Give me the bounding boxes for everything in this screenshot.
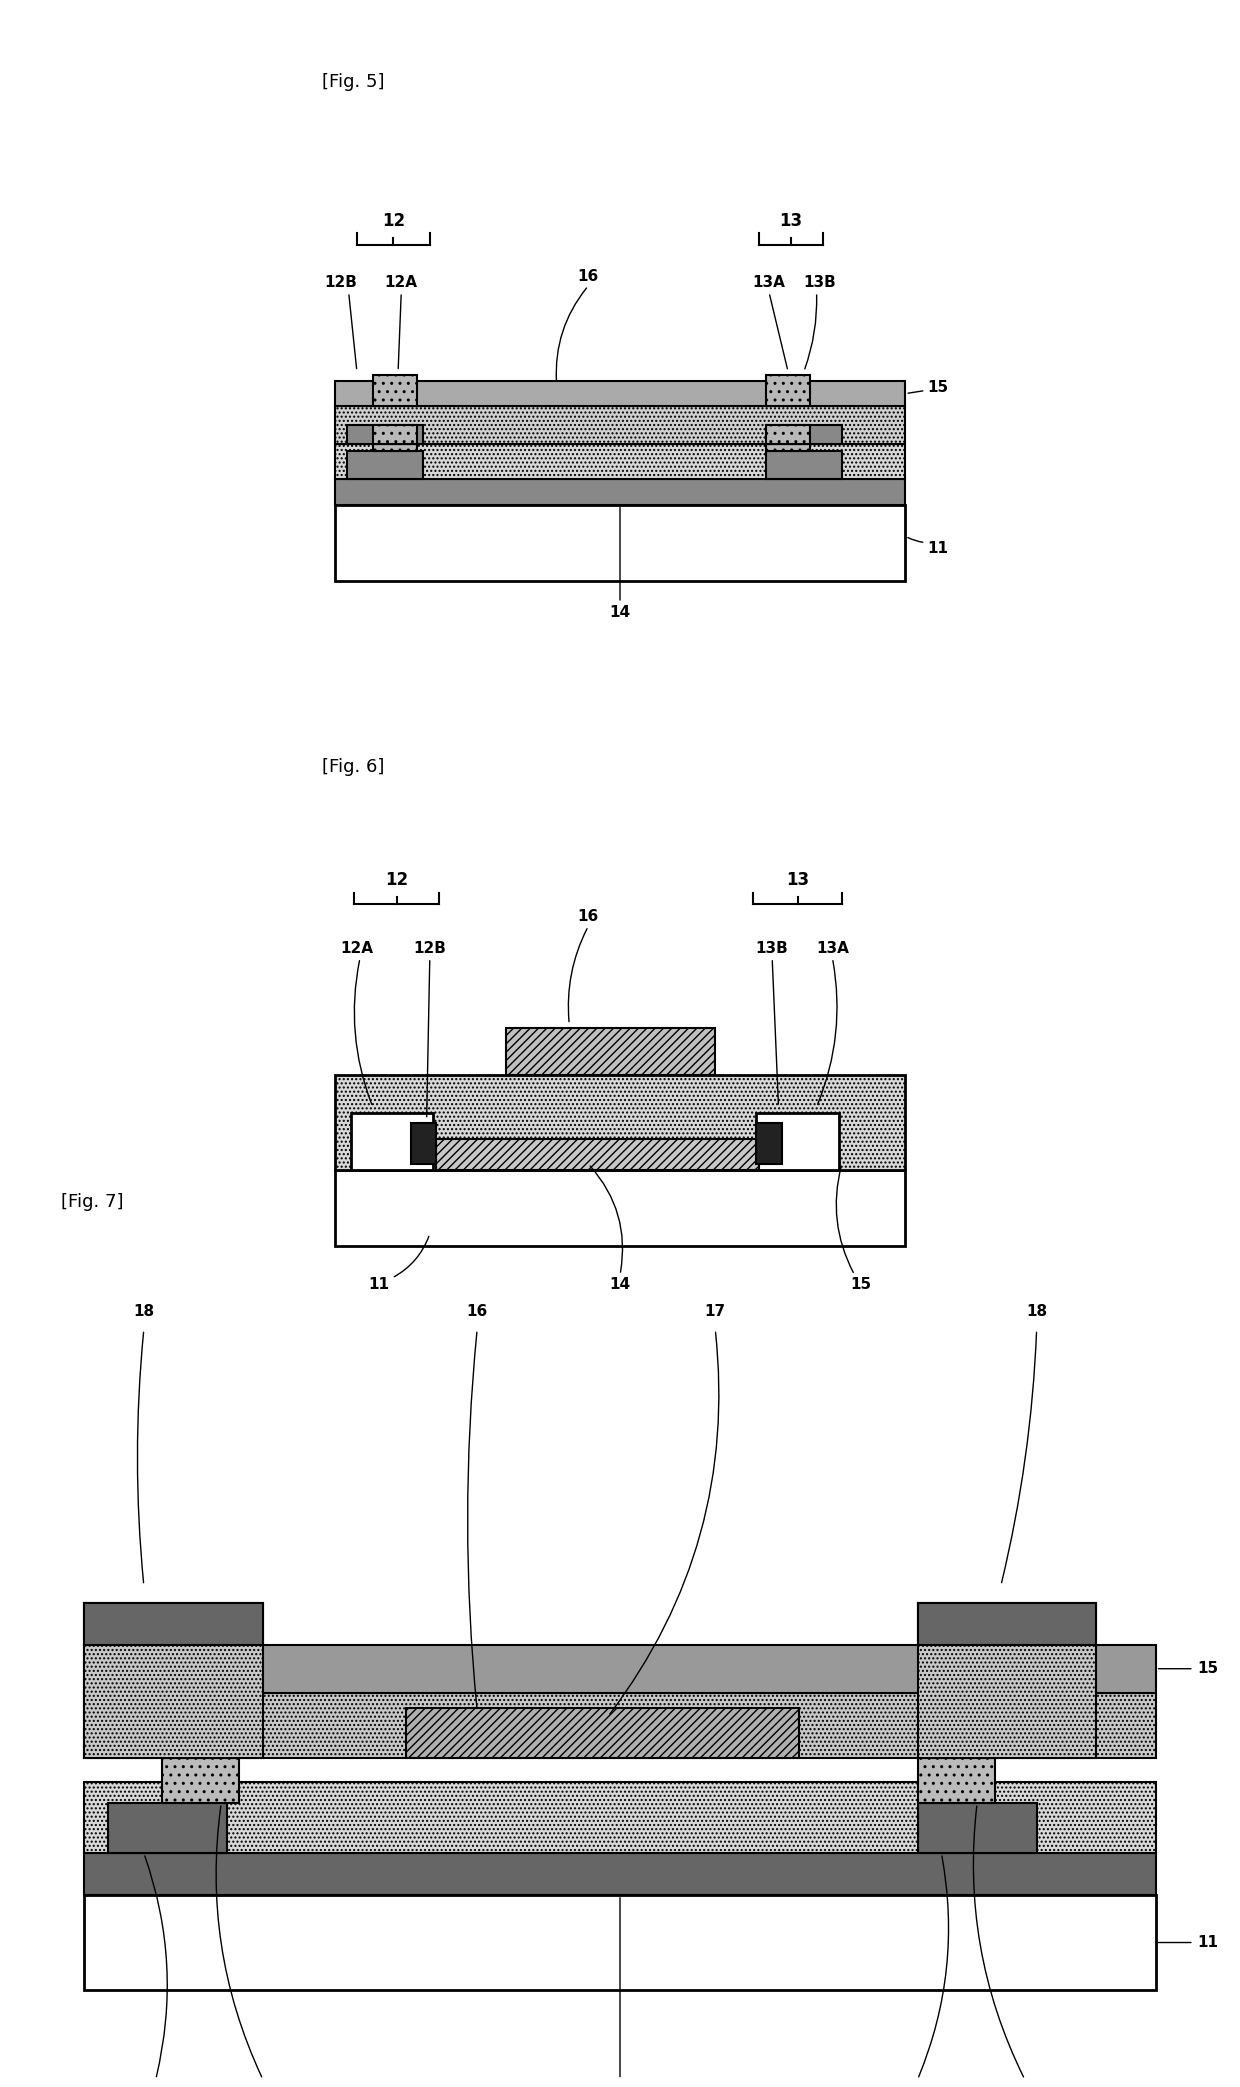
Bar xyxy=(84,1693,1156,1757)
Bar xyxy=(84,1782,1156,1853)
Text: 12: 12 xyxy=(382,211,405,230)
Text: 13B: 13B xyxy=(756,941,789,956)
Bar xyxy=(84,1853,1156,1895)
Bar xyxy=(335,407,905,445)
Text: 12B: 12B xyxy=(325,275,357,290)
Bar xyxy=(84,1895,1156,1991)
Text: [Fig. 7]: [Fig. 7] xyxy=(61,1192,123,1210)
Text: 12A: 12A xyxy=(340,941,373,956)
Bar xyxy=(335,445,905,480)
Bar xyxy=(373,422,417,451)
Bar xyxy=(918,1603,1096,1645)
Bar xyxy=(506,1027,715,1075)
Bar xyxy=(756,1123,781,1165)
Text: 15: 15 xyxy=(928,380,949,394)
Bar xyxy=(918,1603,1096,1757)
Bar xyxy=(335,1171,905,1246)
Bar xyxy=(347,451,423,480)
Text: 11: 11 xyxy=(1198,1935,1219,1949)
Text: 17: 17 xyxy=(704,1304,725,1319)
Bar xyxy=(766,426,842,445)
Bar xyxy=(918,1803,1037,1853)
Text: 13A: 13A xyxy=(816,941,849,956)
Text: [Fig. 5]: [Fig. 5] xyxy=(322,73,384,92)
Text: 13: 13 xyxy=(780,211,802,230)
Bar xyxy=(766,451,842,480)
Text: 11: 11 xyxy=(368,1277,389,1292)
Bar xyxy=(84,1603,263,1757)
Bar xyxy=(766,374,810,407)
Text: 12A: 12A xyxy=(384,275,418,290)
Text: 13A: 13A xyxy=(753,275,785,290)
Text: 15: 15 xyxy=(1198,1661,1219,1676)
Bar xyxy=(436,1140,759,1171)
Bar xyxy=(161,1757,239,1803)
Bar xyxy=(373,374,417,407)
Bar xyxy=(108,1803,227,1853)
Bar xyxy=(347,426,423,445)
Bar xyxy=(335,480,905,505)
Bar xyxy=(373,426,417,445)
Bar xyxy=(766,426,810,445)
Text: 16: 16 xyxy=(578,910,599,925)
Text: 11: 11 xyxy=(928,541,949,557)
Text: 15: 15 xyxy=(851,1277,872,1292)
Text: 18: 18 xyxy=(133,1304,155,1319)
Bar xyxy=(405,1707,799,1757)
Bar xyxy=(335,505,905,580)
Text: 16: 16 xyxy=(466,1304,487,1319)
Text: 18: 18 xyxy=(1025,1304,1048,1319)
Bar xyxy=(918,1757,994,1803)
Text: 13: 13 xyxy=(786,870,808,889)
Bar xyxy=(410,1123,436,1165)
Bar xyxy=(335,1075,905,1171)
Bar xyxy=(351,1112,433,1171)
Text: 14: 14 xyxy=(609,1277,631,1292)
Text: 14: 14 xyxy=(609,605,631,620)
Bar xyxy=(335,382,905,407)
Text: 12B: 12B xyxy=(413,941,446,956)
Text: 13B: 13B xyxy=(804,275,836,290)
Text: 16: 16 xyxy=(578,269,599,284)
Bar xyxy=(84,1603,263,1645)
Text: 12: 12 xyxy=(384,870,408,889)
Bar xyxy=(756,1112,838,1171)
Text: [Fig. 6]: [Fig. 6] xyxy=(322,758,384,776)
Bar xyxy=(766,422,810,451)
Bar xyxy=(84,1645,1156,1693)
